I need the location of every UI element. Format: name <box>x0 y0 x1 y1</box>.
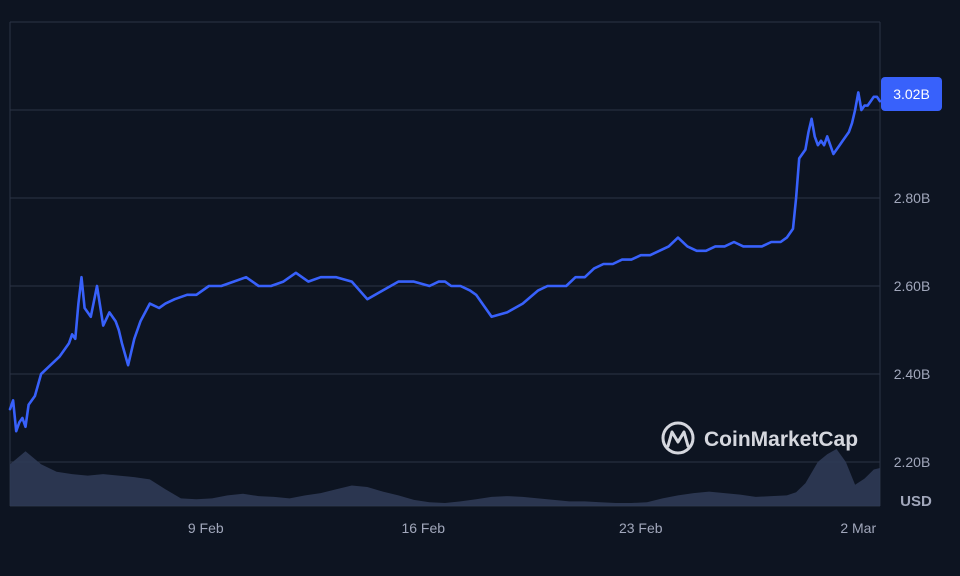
coinmarketcap-logo-icon <box>661 421 695 455</box>
y-tick-label: 2.60B <box>894 278 931 294</box>
volume-area-fill <box>10 449 880 506</box>
x-tick-label: 2 Mar <box>840 520 876 536</box>
currency-unit-label: USD <box>900 493 932 510</box>
y-tick-label: 2.40B <box>894 366 931 382</box>
y-axis: 2.20B 2.40B 2.60B 2.80B <box>894 190 931 470</box>
x-tick-label: 23 Feb <box>619 520 663 536</box>
brand-name: CoinMarketCap <box>704 428 858 451</box>
x-tick-label: 16 Feb <box>401 520 445 536</box>
coinmarketcap-watermark: CoinMarketCap <box>661 421 858 455</box>
y-tick-label: 2.20B <box>894 454 931 470</box>
x-axis: 9 Feb 16 Feb 23 Feb 2 Mar <box>188 520 877 536</box>
current-price-badge: 3.02B <box>881 77 942 111</box>
volume-area <box>10 449 880 506</box>
current-price-label: 3.02B <box>893 86 930 102</box>
x-tick-label: 9 Feb <box>188 520 224 536</box>
current-price-badge-bg <box>881 77 942 111</box>
y-tick-label: 2.80B <box>894 190 931 206</box>
price-line <box>8 91 882 433</box>
price-series <box>8 91 882 433</box>
